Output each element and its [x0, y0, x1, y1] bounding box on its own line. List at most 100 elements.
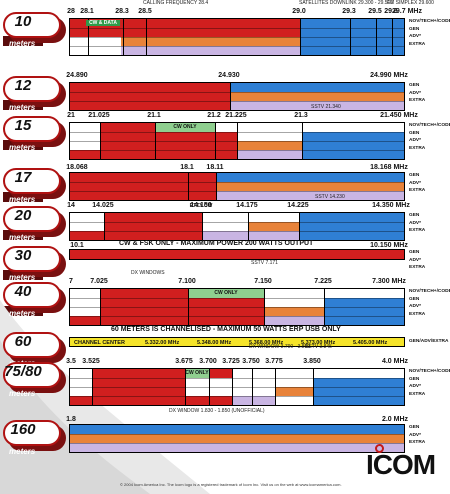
- band-badge-30: 30 meters: [3, 246, 67, 282]
- cw-only-label: CW ONLY: [173, 124, 197, 130]
- license-label: ADV*: [409, 220, 421, 226]
- segment: [70, 101, 230, 110]
- band-note: FM SIMPLEX 29.600: [387, 0, 434, 6]
- license-labels: NOV/TECH+/CODE GEN ADV* EXTRA: [409, 288, 450, 318]
- badge-pill: [3, 76, 61, 102]
- freq-label: 3.725: [222, 358, 240, 365]
- freq-label: 3.850: [303, 358, 321, 365]
- band-bar: CW & DATA: [69, 18, 405, 56]
- segment: [275, 387, 313, 396]
- license-label: ADV*: [409, 90, 421, 96]
- segment: [155, 123, 215, 132]
- band-name: 17: [14, 169, 32, 186]
- license-label: NOV/TECH+/CODE: [409, 369, 450, 374]
- segment: [313, 378, 404, 387]
- badge-pill: [3, 168, 61, 194]
- freq-divider: [146, 19, 147, 55]
- freq-label: 28.1: [80, 8, 94, 15]
- freq-label: 14.025: [92, 202, 114, 209]
- license-labels: NOV/TECH+/CODE GEN ADV* EXTRA: [409, 18, 450, 48]
- band-name: 30: [14, 247, 32, 264]
- segment: [100, 132, 237, 141]
- license-labels: NOV/TECH+/CODE GEN ADV* EXTRA: [409, 122, 450, 152]
- row-divider: [70, 387, 404, 388]
- row-divider: [70, 378, 404, 379]
- row-divider: [70, 92, 404, 93]
- channel-frequency: 5.332.00 MHz: [145, 340, 180, 346]
- freq-divider: [104, 213, 105, 240]
- freq-divider: [376, 19, 377, 55]
- freq-label: 3.525: [82, 358, 100, 365]
- row-divider: [70, 443, 404, 444]
- segment: [313, 396, 404, 405]
- license-label: EXTRA: [409, 265, 426, 270]
- segment: [302, 150, 404, 159]
- license-labels: GEN ADV* EXTRA: [409, 212, 425, 235]
- freq-divider: [100, 289, 101, 325]
- band-badge-20: 20 meters: [3, 206, 67, 242]
- row-divider: [70, 191, 404, 192]
- license-label: ADV*: [409, 257, 421, 263]
- freq-divider: [209, 369, 210, 405]
- band-bar: [69, 212, 405, 241]
- segment: [70, 231, 202, 240]
- freq-label: 18.11: [206, 164, 224, 171]
- band-name: 40: [14, 283, 32, 300]
- segment: [188, 289, 264, 298]
- badge-pill: [3, 420, 61, 446]
- freq-divider: [392, 19, 393, 55]
- license-label: EXTRA: [409, 41, 426, 47]
- band-bar: [69, 82, 405, 111]
- freq-label: 21.3: [294, 112, 308, 119]
- segment: [70, 396, 232, 405]
- badge-pill: [3, 362, 61, 388]
- segment: [302, 141, 404, 150]
- freq-label: 21: [67, 112, 75, 119]
- freq-label: 24.990 MHz: [370, 72, 408, 79]
- segment: [70, 150, 237, 159]
- row-divider: [70, 222, 404, 223]
- segment: [70, 173, 216, 182]
- freq-label: 29.3: [342, 8, 356, 15]
- license-label: ADV*: [409, 304, 421, 309]
- license-label: NOV/TECH+/CODE: [409, 123, 450, 128]
- license-label: GEN: [409, 26, 420, 32]
- freq-divider: [252, 369, 253, 405]
- freq-label: 29.0: [292, 8, 306, 15]
- segment: [300, 28, 404, 37]
- band-note: SATELLITES DOWNLINK 29.300 - 29.510: [299, 0, 394, 6]
- badge-pill: [3, 246, 61, 272]
- channel-frequency: 5.368.00 MHz: [249, 340, 284, 346]
- segment: [324, 298, 404, 307]
- row-divider: [70, 434, 404, 435]
- freq-label: 3.700: [199, 358, 217, 365]
- segment: [70, 425, 404, 434]
- segment: [216, 191, 404, 200]
- row-divider: [70, 46, 404, 47]
- channel-frequency: 5.348.00 MHz: [197, 340, 232, 346]
- license-label: ADV*: [409, 138, 421, 143]
- channel-frequency: 5.373.00 MHz: [301, 340, 336, 346]
- band-note: DX WINDOW 3.790 - 3.800: [249, 344, 311, 350]
- freq-divider: [123, 19, 124, 55]
- freq-label: 21.1: [147, 112, 161, 119]
- freq-divider: [216, 173, 217, 200]
- freq-label: 14.350 MHz: [372, 202, 410, 209]
- license-label: GEN: [409, 130, 420, 136]
- segment: [299, 231, 404, 240]
- band-badge-160: 160 meters: [3, 420, 67, 456]
- cw-data-label: CW & DATA: [86, 20, 120, 26]
- segment: [232, 396, 275, 405]
- segment: [121, 19, 144, 28]
- band-name: 75/80: [4, 363, 42, 380]
- band-badge-75: 75/80 meters: [3, 362, 67, 398]
- badge-pill: [3, 332, 61, 358]
- logo-dot-icon: [375, 444, 384, 453]
- freq-label: 29.6: [384, 8, 398, 15]
- segment: [70, 28, 300, 37]
- freq-label: 7.150: [254, 278, 272, 285]
- freq-label: 14.150: [190, 202, 212, 209]
- segment: [144, 19, 300, 28]
- band-note: CALLING FREQUENCY 28.4: [143, 0, 209, 6]
- icom-logo: ICOM: [366, 444, 436, 481]
